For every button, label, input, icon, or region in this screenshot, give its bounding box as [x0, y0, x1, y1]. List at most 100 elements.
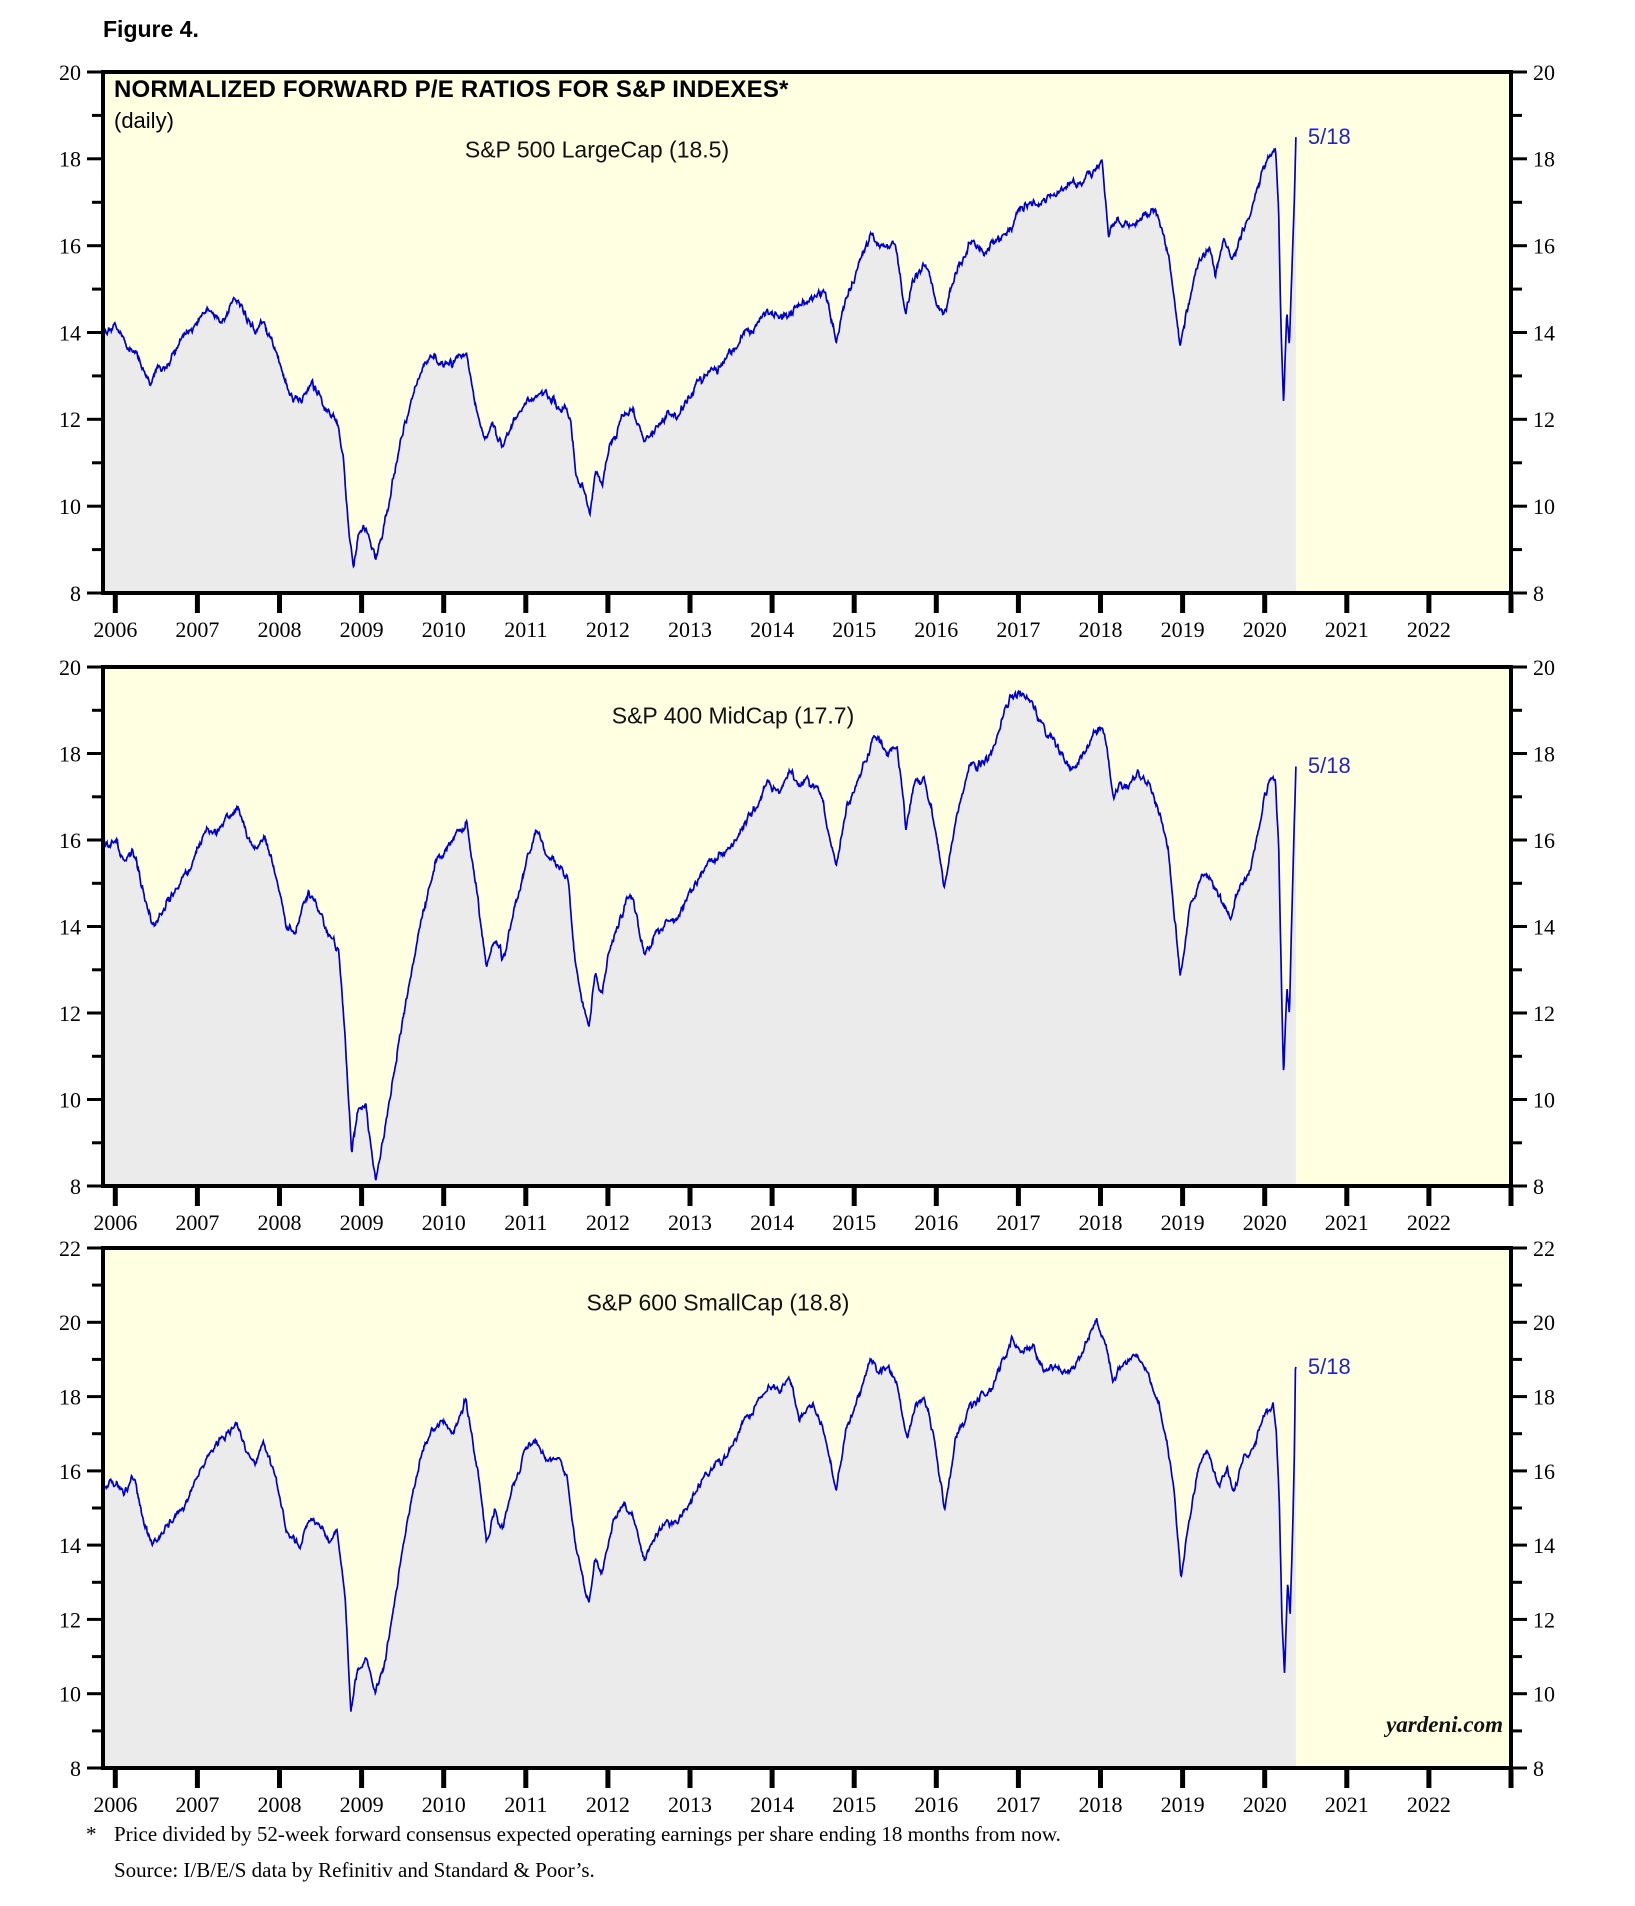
- plot-frame: [101, 665, 1513, 1188]
- chart-title: NORMALIZED FORWARD P/E RATIOS FOR S&P IN…: [114, 76, 789, 103]
- svg-text:2015: 2015: [832, 617, 876, 642]
- svg-text:2021: 2021: [1325, 617, 1369, 642]
- figure-label: Figure 4.: [103, 16, 199, 42]
- series-label-sp500-largecap: S&P 500 LargeCap (18.5): [464, 136, 730, 163]
- svg-text:20: 20: [1533, 60, 1555, 85]
- svg-text:2022: 2022: [1407, 617, 1451, 642]
- svg-text:16: 16: [59, 828, 81, 853]
- svg-text:2014: 2014: [750, 617, 794, 642]
- svg-text:12: 12: [1533, 1607, 1555, 1632]
- svg-text:18: 18: [59, 741, 81, 766]
- footnote-marker: *: [86, 1822, 97, 1846]
- svg-text:2011: 2011: [504, 1210, 547, 1235]
- svg-text:2020: 2020: [1243, 617, 1287, 642]
- svg-text:12: 12: [1533, 407, 1555, 432]
- svg-text:14: 14: [59, 320, 81, 345]
- svg-text:2013: 2013: [668, 1792, 712, 1817]
- svg-text:14: 14: [59, 914, 81, 939]
- svg-text:2011: 2011: [504, 617, 547, 642]
- footnote-line2: Source: I/B/E/S data by Refinitiv and St…: [114, 1858, 595, 1882]
- svg-text:18: 18: [1533, 741, 1555, 766]
- svg-text:10: 10: [59, 494, 81, 519]
- svg-text:2009: 2009: [340, 1792, 384, 1817]
- svg-text:2012: 2012: [586, 1210, 630, 1235]
- svg-text:10: 10: [59, 1682, 81, 1707]
- svg-text:2008: 2008: [258, 617, 302, 642]
- svg-text:2016: 2016: [914, 1792, 958, 1817]
- svg-text:20: 20: [59, 655, 81, 680]
- svg-text:2017: 2017: [996, 1792, 1040, 1817]
- svg-text:2015: 2015: [832, 1792, 876, 1817]
- svg-text:2018: 2018: [1079, 1792, 1123, 1817]
- svg-text:8: 8: [70, 581, 81, 606]
- svg-text:2006: 2006: [93, 1792, 137, 1817]
- svg-text:12: 12: [1533, 1001, 1555, 1026]
- svg-text:14: 14: [1533, 320, 1555, 345]
- svg-text:8: 8: [1533, 581, 1544, 606]
- svg-text:2006: 2006: [93, 1210, 137, 1235]
- svg-text:12: 12: [59, 407, 81, 432]
- svg-text:16: 16: [1533, 828, 1555, 853]
- svg-text:2021: 2021: [1325, 1210, 1369, 1235]
- svg-text:10: 10: [59, 1087, 81, 1112]
- svg-text:16: 16: [1533, 234, 1555, 259]
- svg-text:2011: 2011: [504, 1792, 547, 1817]
- svg-text:2008: 2008: [258, 1210, 302, 1235]
- svg-text:8: 8: [70, 1756, 81, 1781]
- footnote-line1: Price divided by 52-week forward consens…: [114, 1822, 1061, 1846]
- series-under-fill: [103, 1318, 1296, 1768]
- last-point-date-annotation: 5/18: [1307, 1353, 1351, 1379]
- svg-text:2021: 2021: [1325, 1792, 1369, 1817]
- svg-text:2015: 2015: [832, 1210, 876, 1235]
- svg-text:2008: 2008: [258, 1792, 302, 1817]
- series-under-fill: [103, 137, 1296, 593]
- svg-text:12: 12: [59, 1607, 81, 1632]
- svg-text:2012: 2012: [586, 617, 630, 642]
- svg-text:2016: 2016: [914, 617, 958, 642]
- last-point-date-annotation: 5/18: [1307, 753, 1351, 779]
- yardeni-watermark: yardeni.com: [1386, 1712, 1503, 1737]
- series-line: [102, 689, 1297, 1181]
- series-label-sp400-midcap: S&P 400 MidCap (17.7): [611, 702, 855, 729]
- svg-text:8: 8: [70, 1174, 81, 1199]
- svg-text:2012: 2012: [586, 1792, 630, 1817]
- svg-text:8: 8: [1533, 1174, 1544, 1199]
- svg-text:20: 20: [1533, 1310, 1555, 1335]
- svg-text:16: 16: [59, 1459, 81, 1484]
- svg-text:18: 18: [1533, 147, 1555, 172]
- svg-text:2013: 2013: [668, 617, 712, 642]
- svg-text:2006: 2006: [93, 617, 137, 642]
- svg-text:2010: 2010: [422, 1792, 466, 1817]
- svg-text:2018: 2018: [1079, 1210, 1123, 1235]
- svg-text:12: 12: [59, 1001, 81, 1026]
- svg-text:2019: 2019: [1161, 1210, 1205, 1235]
- last-point-date-annotation: 5/18: [1307, 124, 1351, 150]
- svg-text:14: 14: [59, 1533, 81, 1558]
- svg-text:2017: 2017: [996, 1210, 1040, 1235]
- svg-text:2020: 2020: [1243, 1792, 1287, 1817]
- svg-text:2007: 2007: [175, 617, 219, 642]
- svg-text:2014: 2014: [750, 1792, 794, 1817]
- svg-text:10: 10: [1533, 1087, 1555, 1112]
- svg-text:2018: 2018: [1079, 617, 1123, 642]
- series-label-sp600-smallcap: S&P 600 SmallCap (18.8): [586, 1289, 850, 1316]
- svg-text:20: 20: [59, 1310, 81, 1335]
- svg-text:2010: 2010: [422, 617, 466, 642]
- svg-text:2022: 2022: [1407, 1792, 1451, 1817]
- svg-text:18: 18: [59, 147, 81, 172]
- svg-text:2022: 2022: [1407, 1210, 1451, 1235]
- svg-text:2019: 2019: [1161, 617, 1205, 642]
- plot-frame: [101, 70, 1513, 595]
- svg-text:2017: 2017: [996, 617, 1040, 642]
- chart-subtitle: (daily): [114, 108, 174, 133]
- svg-text:14: 14: [1533, 914, 1555, 939]
- svg-text:2016: 2016: [914, 1210, 958, 1235]
- svg-text:2019: 2019: [1161, 1792, 1205, 1817]
- svg-text:8: 8: [1533, 1756, 1544, 1781]
